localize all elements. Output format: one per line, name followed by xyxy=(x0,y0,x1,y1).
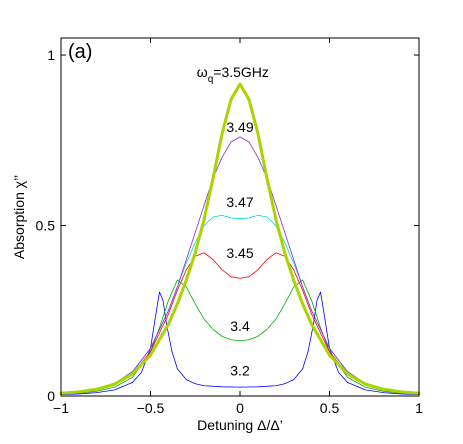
ticks-group: −1 −0.5 0 0.5 1 0 0.5 1 xyxy=(36,38,423,416)
x-tick-label: 0 xyxy=(236,400,244,416)
panel-label: (a) xyxy=(68,41,92,63)
curve-label: 3.2 xyxy=(230,363,250,379)
x-axis-label: Detuning Δ/Δ’ xyxy=(197,417,283,433)
y-tick-label: 0 xyxy=(47,388,55,404)
y-tick-label: 1 xyxy=(47,47,55,63)
curve-label: 3.4 xyxy=(230,318,250,334)
curve-label: 3.49 xyxy=(226,119,253,135)
top-label-subscript: q xyxy=(208,74,214,85)
x-tick-label: −0.5 xyxy=(137,400,165,416)
top-label-value: =3.5GHz xyxy=(213,64,269,80)
series-line-4 xyxy=(60,136,420,394)
top-curve-label: ωq=3.5GHz xyxy=(197,64,269,85)
y-axis-label: Absorption χ’’ xyxy=(11,175,27,259)
x-tick-label: 1 xyxy=(415,400,423,416)
x-tick-label: −1 xyxy=(53,400,69,416)
y-tick-label: 0.5 xyxy=(36,218,56,234)
series-line-5 xyxy=(59,82,421,395)
curve-labels-group: ωq=3.5GHz 3.49 3.47 3.45 3.4 3.2 xyxy=(197,64,269,378)
curve-label: 3.45 xyxy=(226,245,253,261)
series-line-2 xyxy=(60,252,420,395)
top-label-omega: ω xyxy=(197,64,208,80)
x-tick-label: 0.5 xyxy=(320,400,340,416)
curve-label: 3.47 xyxy=(226,194,253,210)
curves-group xyxy=(59,82,421,396)
